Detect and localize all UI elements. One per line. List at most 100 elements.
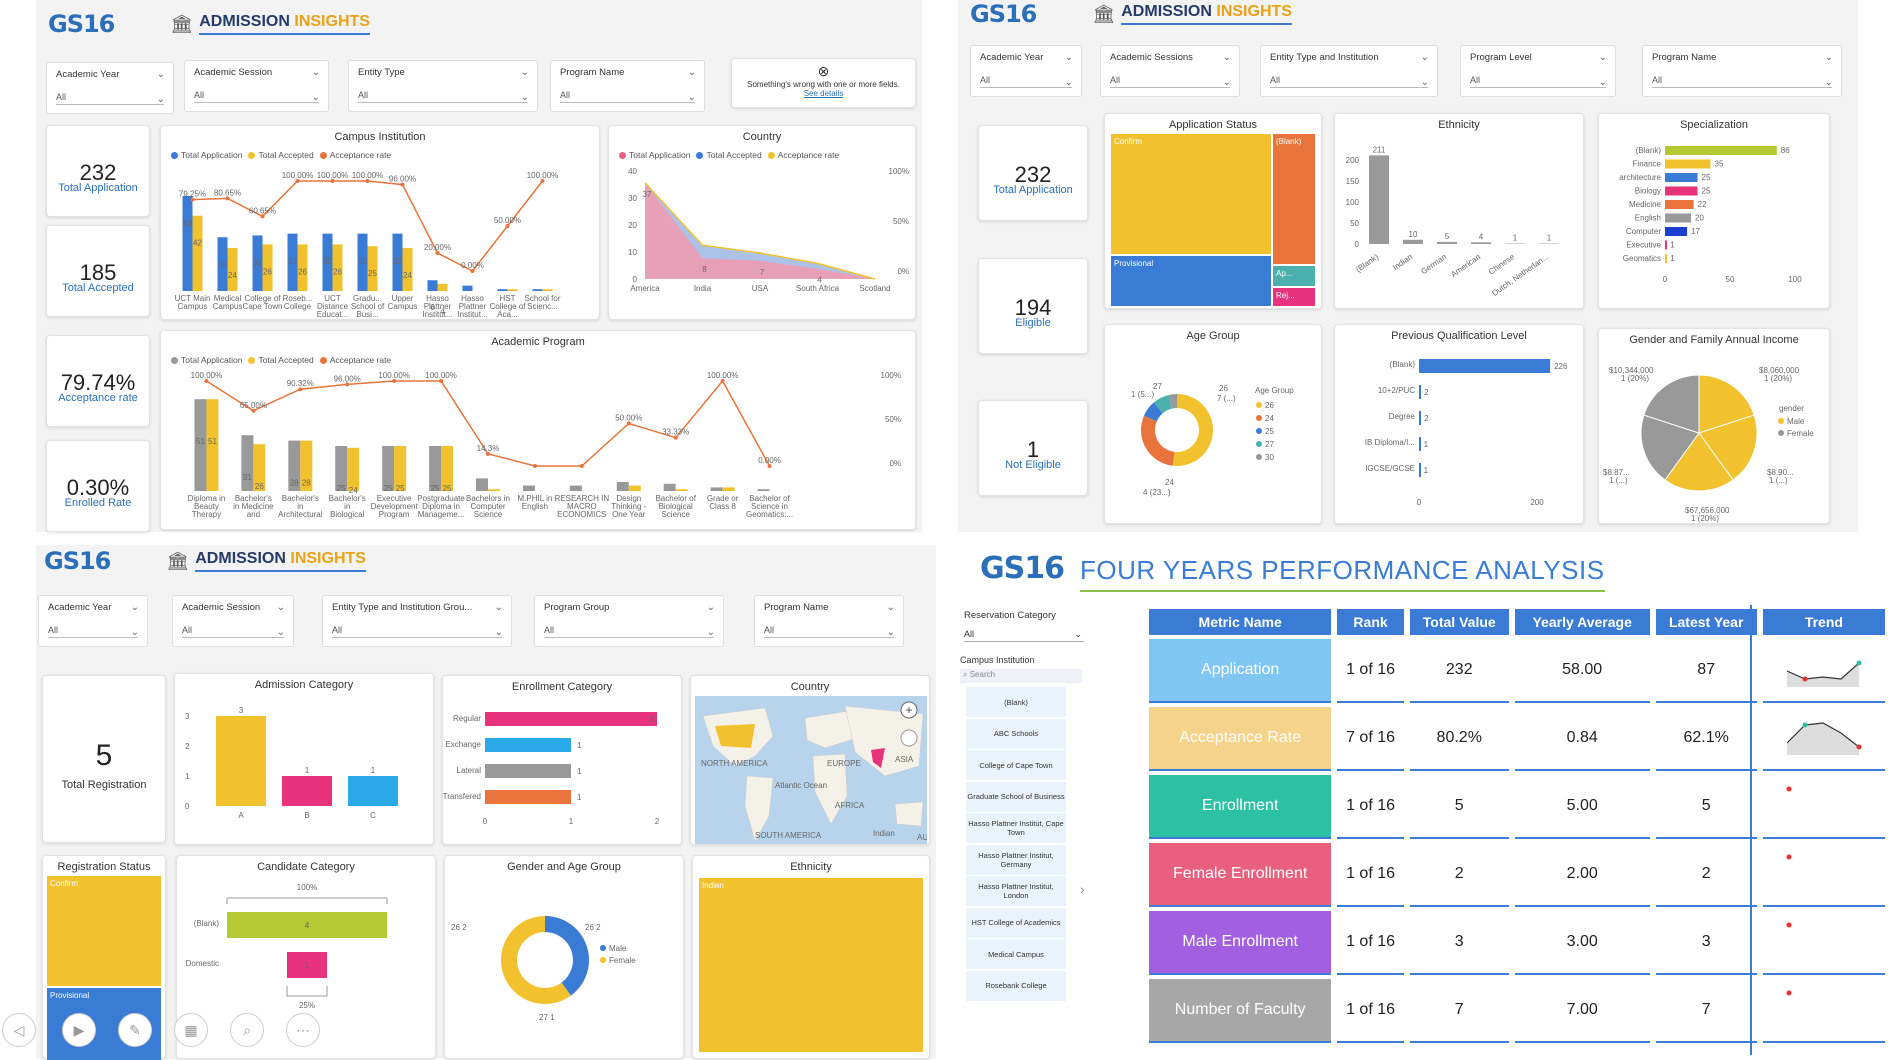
filter-academic-year[interactable]: Academic Year⌄All⌄ — [46, 62, 174, 114]
x-tick: 2 — [655, 817, 660, 826]
chart-title: Gender and Age Group — [445, 861, 683, 873]
q1-logo: GS16 — [48, 10, 114, 38]
filter-academic-year[interactable]: Academic Year⌄All⌄ — [970, 45, 1082, 97]
building-icon: 🏛 — [166, 551, 189, 572]
chevron-right-icon[interactable]: › — [1080, 881, 1085, 897]
x-tick: Chinese — [1487, 252, 1517, 277]
highlight-usa — [715, 724, 755, 748]
campus-item[interactable]: Graduate School of Business — [966, 782, 1066, 812]
bar — [1403, 240, 1423, 244]
cell-latest: 3 — [1656, 911, 1757, 975]
campus-item[interactable]: Hasso Plattner Institut, Germany — [966, 845, 1066, 875]
filter-program-level[interactable]: Program Level⌄All⌄ — [1460, 45, 1616, 97]
filter-entity-type-institution[interactable]: Entity Type and Institution⌄All⌄ — [1260, 45, 1438, 97]
y-tick: architecture — [1619, 173, 1661, 182]
column-header: Metric Name — [1149, 609, 1331, 635]
campus-item[interactable]: Hasso Plattner Institut, Cape Town — [966, 813, 1066, 843]
map-label: ASIA — [895, 755, 914, 764]
bar — [1665, 241, 1667, 250]
y-tick: 0 — [633, 275, 638, 284]
reservation-filter[interactable]: All⌄ — [964, 627, 1084, 642]
filter-program-name[interactable]: Program Name⌄All⌄ — [1642, 45, 1842, 97]
zoom-icon[interactable]: ⌕ — [230, 1013, 264, 1047]
rate-point — [533, 464, 537, 468]
rate-label: 100.00% — [378, 371, 410, 380]
bar-accepted — [629, 486, 641, 491]
bar-accepted — [723, 487, 735, 491]
filter-entity-type[interactable]: Entity Type⌄All⌄ — [348, 60, 538, 112]
data-label: 1 — [1670, 254, 1675, 263]
data-label: 1 — [305, 766, 310, 775]
data-label: 7 — [760, 268, 765, 277]
chevron-down-icon: ⌄ — [157, 69, 165, 80]
column-header: Rank — [1337, 609, 1403, 635]
filter-academic-sessions[interactable]: Academic Sessions⌄All⌄ — [1100, 45, 1240, 97]
legend-dot — [1256, 428, 1262, 434]
pen-icon[interactable]: ✎ — [118, 1013, 152, 1047]
data-label: 4 — [305, 921, 310, 930]
campus-item[interactable]: College of Cape Town — [966, 750, 1066, 780]
slides-icon[interactable]: ▦ — [174, 1013, 208, 1047]
tick-label: College — [284, 302, 312, 311]
trend-point — [1786, 990, 1791, 995]
data-label: 51 — [196, 437, 205, 446]
data-label: 1 (20%) — [1621, 374, 1649, 383]
cell-total: 232 — [1410, 639, 1509, 703]
map-label: AU — [917, 833, 927, 842]
filter-program-name[interactable]: Program Name⌄All⌄ — [754, 595, 904, 647]
campus-item[interactable]: HST College of Academics — [966, 908, 1066, 938]
back-nav-icon[interactable]: ◁ — [2, 1013, 36, 1047]
play-icon[interactable]: ▶ — [62, 1013, 96, 1047]
zoom-out-icon — [901, 730, 917, 746]
data-label: 25 — [384, 484, 393, 493]
bar-application — [617, 482, 629, 491]
legend-label: 24 — [1265, 414, 1274, 423]
filter-entity-type-group[interactable]: Entity Type and Institution Grou...⌄All⌄ — [322, 595, 512, 647]
chart-title: Admission Category — [175, 679, 433, 691]
campus-item[interactable]: Hasso Plattner Institut, London — [966, 876, 1066, 906]
q3-logo: GS16 — [44, 547, 110, 575]
filter-program-group[interactable]: Program Group⌄All⌄ — [534, 595, 724, 647]
data-label: 25 — [368, 269, 377, 278]
rate-label: 80.65% — [214, 188, 241, 197]
campus-item[interactable]: (Blank) — [966, 687, 1066, 717]
filter-academic-session[interactable]: Academic Session⌄All⌄ — [184, 60, 329, 112]
map-label: AFRICA — [835, 801, 865, 810]
column-header: Yearly Average — [1515, 609, 1650, 635]
australia — [895, 802, 923, 826]
filter-academic-year[interactable]: Academic Year⌄All⌄ — [38, 595, 148, 647]
q2-header: GS16 🏛 ADMISSION INSIGHTS — [970, 0, 1292, 28]
data-label: 26 — [1219, 384, 1228, 393]
data-label: 2 — [1424, 414, 1429, 423]
close-circle-icon[interactable]: ⊗ — [732, 63, 915, 80]
q1-title: ADMISSION INSIGHTS — [199, 13, 370, 35]
rate-label: 50.00% — [615, 414, 642, 423]
dashboard-top-right: GS16 🏛 ADMISSION INSIGHTS Academic Year⌄… — [958, 0, 1858, 532]
map-label: SOUTH AMERICA — [755, 831, 822, 840]
tick-label: One Year — [612, 510, 646, 519]
campus-item[interactable]: ABC Schools — [966, 719, 1066, 749]
campus-item[interactable]: Medical Campus — [966, 939, 1066, 969]
cell-metric: Number of Faculty — [1149, 979, 1331, 1043]
cell-avg: 2.00 — [1515, 843, 1650, 907]
ethnicity-treemap: Ethnicity Indian — [692, 855, 930, 1059]
more-icon[interactable]: ⋯ — [286, 1013, 320, 1047]
campus-item[interactable]: Rosebank College — [966, 971, 1066, 1001]
trend-min — [1856, 744, 1861, 749]
q2-title: ADMISSION INSIGHTS — [1121, 3, 1292, 25]
filter-academic-session[interactable]: Academic Session⌄All⌄ — [172, 595, 294, 647]
tick-label: Campus — [388, 302, 418, 311]
filter-program-name[interactable]: Program Name⌄All⌄ — [550, 60, 705, 112]
see-details-link[interactable]: See details — [732, 89, 915, 98]
x-tick: American — [1449, 252, 1482, 279]
chart-title: Country — [691, 681, 929, 693]
data-label: 25 — [431, 484, 440, 493]
campus-search-input[interactable]: ⌕ Search — [960, 669, 1082, 683]
y-tick: 30 — [628, 194, 637, 203]
